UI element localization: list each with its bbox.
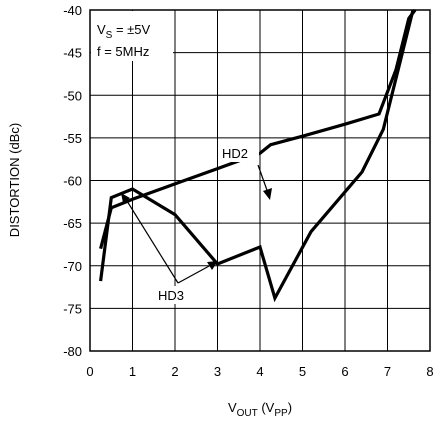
series-hd3-line	[99, 9, 415, 303]
x-axis-title-main: V	[228, 400, 237, 415]
conditions-box	[91, 11, 173, 61]
x-tick-label: 4	[256, 364, 263, 379]
x-tick-label: 6	[341, 364, 348, 379]
condition-frequency: f = 5MHz	[97, 44, 149, 59]
y-axis-title: DISTORTION (dBc)	[7, 123, 22, 237]
hd2-arrowhead	[263, 188, 272, 200]
hd3-label: HD3	[158, 288, 184, 303]
y-tick-label: -45	[63, 46, 82, 61]
y-tick-label: -75	[63, 301, 82, 316]
x-axis-title-unit-close: )	[288, 400, 292, 415]
x-tick-label: 5	[299, 364, 306, 379]
x-axis-title: VOUT (VPP)	[228, 400, 292, 419]
plot-frame	[89, 9, 431, 352]
x-axis-title-sub: OUT	[237, 408, 258, 419]
hd3-arrow-right	[177, 264, 212, 284]
y-tick-label: -70	[63, 259, 82, 274]
tick-labels: 0 1 2 3 4 5 6 7 8 -40 -45 -50 -55 -60 -65 -70 -75 -80	[63, 3, 433, 379]
condition-supply-rest: = ±5V	[112, 22, 150, 37]
x-tick-label: 1	[129, 364, 136, 379]
hd2-arrow	[257, 164, 269, 194]
hd3-arrowhead-right	[207, 261, 218, 270]
y-tick-label: -80	[63, 344, 82, 359]
x-axis-title-unit-sub: PP	[274, 408, 288, 419]
y-tick-label: -65	[63, 216, 82, 231]
condition-supply-sub: S	[106, 30, 113, 41]
condition-supply: VS = ±5V	[97, 22, 151, 41]
grid	[89, 9, 431, 352]
series-lines	[99, 9, 417, 303]
x-tick-label: 8	[426, 364, 433, 379]
x-tick-label: 2	[171, 364, 178, 379]
x-tick-label: 3	[214, 364, 221, 379]
series-hd2-line	[99, 9, 417, 250]
hd2-label-bg	[219, 144, 259, 162]
x-tick-label: 7	[384, 364, 391, 379]
hd3-label-bg	[157, 286, 197, 304]
x-axis-title-unit-open: (V	[258, 400, 275, 415]
y-tick-label: -55	[63, 131, 82, 146]
hd2-label: HD2	[222, 146, 248, 161]
hd3-arrowhead-left	[121, 193, 130, 203]
condition-supply-main: V	[97, 22, 106, 37]
x-tick-label: 0	[86, 364, 93, 379]
hd3-arrow-left	[126, 200, 179, 284]
y-tick-label: -50	[63, 88, 82, 103]
y-tick-label: -60	[63, 174, 82, 189]
y-tick-label: -40	[63, 3, 82, 18]
